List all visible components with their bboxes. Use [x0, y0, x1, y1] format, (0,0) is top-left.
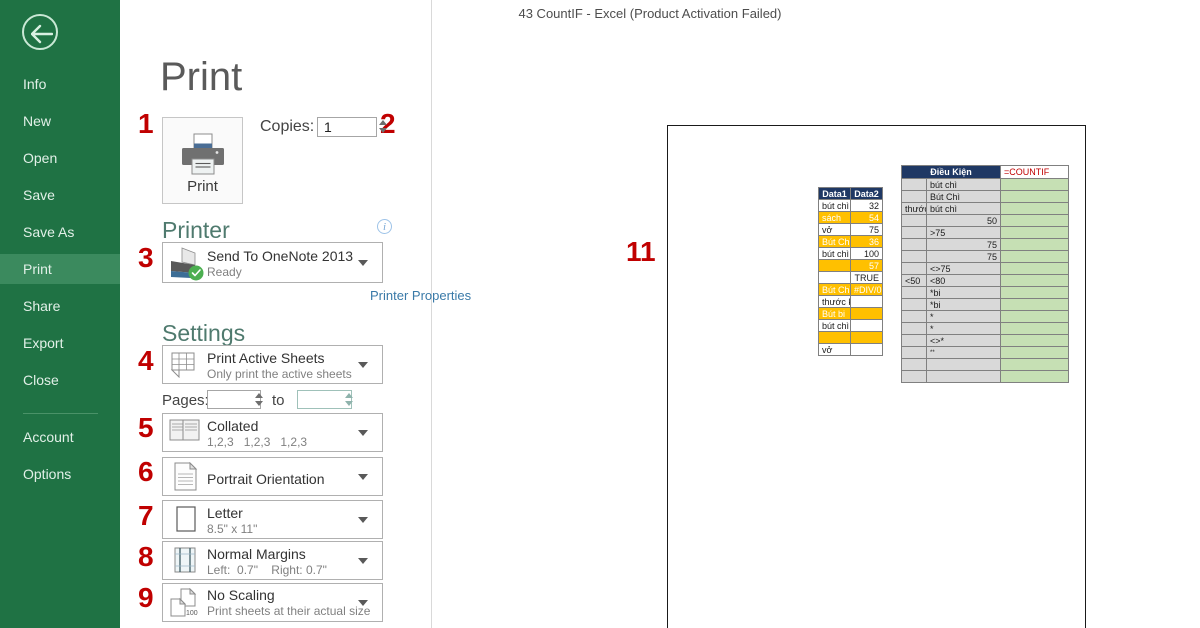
svg-text:100: 100: [186, 610, 198, 617]
